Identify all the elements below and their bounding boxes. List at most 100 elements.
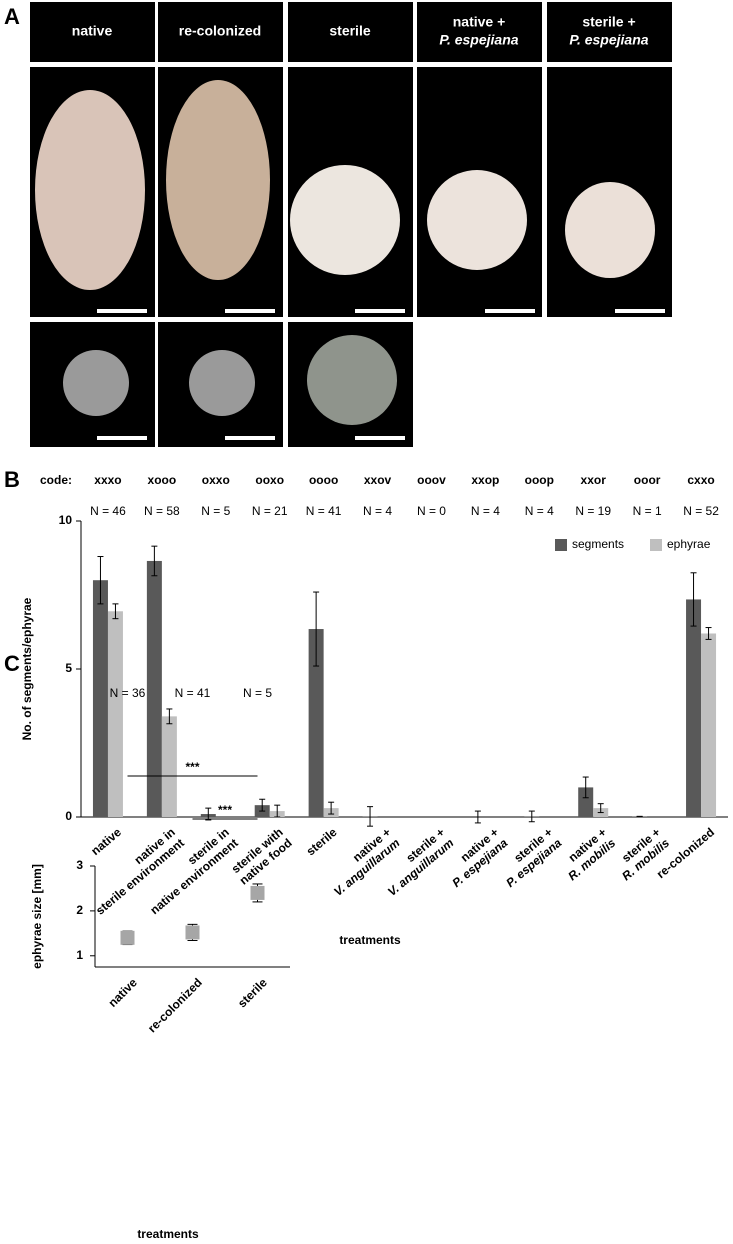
bar — [161, 716, 177, 817]
header-box — [30, 2, 155, 62]
bar — [578, 787, 594, 817]
x-tick-label: sterile — [304, 825, 340, 859]
code: ooor — [634, 473, 661, 487]
photo-panel — [30, 67, 672, 447]
header-box — [158, 2, 283, 62]
x-tick-group: sterile — [235, 975, 270, 1010]
photo — [307, 335, 397, 425]
n-label: N = 41 — [175, 686, 211, 700]
error-bar — [97, 556, 104, 605]
n-label: N = 58 — [144, 504, 180, 518]
y-tick-label: 10 — [59, 513, 73, 527]
significance-label: *** — [218, 803, 232, 817]
n-label: N = 0 — [417, 504, 446, 518]
n-label: N = 5 — [243, 686, 272, 700]
y-tick-label: 3 — [76, 858, 83, 872]
n-label: N = 52 — [683, 504, 719, 518]
y-tick-label: 0 — [65, 809, 72, 823]
legend-label: segments — [572, 537, 624, 551]
bar — [146, 560, 162, 817]
photo — [35, 90, 145, 290]
code: xxov — [364, 473, 392, 487]
n-label: N = 1 — [633, 504, 662, 518]
x-tick-label: native — [105, 975, 140, 1010]
x-tick-group: sterile +P. espejiana — [503, 825, 564, 890]
code: ooop — [525, 473, 554, 487]
header-label: sterile — [329, 23, 370, 39]
error-bar — [690, 572, 697, 627]
error-bar — [166, 708, 173, 725]
n-label: N = 19 — [575, 504, 611, 518]
header-label: native + — [453, 14, 506, 30]
error-bar — [705, 627, 712, 640]
n-label: N = 4 — [471, 504, 500, 518]
x-tick-group: sterile — [304, 825, 340, 859]
code: xxxo — [94, 473, 121, 487]
error-bar — [474, 810, 481, 824]
header-box — [547, 2, 672, 62]
n-label: N = 41 — [306, 504, 342, 518]
code: oooo — [309, 473, 338, 487]
code-label: code: — [40, 473, 72, 487]
error-bar — [151, 545, 158, 577]
x-tick-group: native +P. espejiana — [449, 825, 510, 890]
n-label: N = 36 — [110, 686, 146, 700]
code: xxop — [471, 473, 499, 487]
error-bar — [528, 810, 535, 823]
header-label: P. espejiana — [439, 32, 518, 48]
error-bar — [367, 806, 374, 827]
photo — [189, 350, 255, 416]
legend-swatch — [650, 539, 662, 551]
y-tick-label: 2 — [76, 903, 83, 917]
code: oxxo — [202, 473, 230, 487]
code: xxor — [581, 473, 607, 487]
header-label: sterile + — [582, 14, 635, 30]
error-bar — [313, 591, 320, 667]
error-bar — [328, 801, 335, 815]
n-label: N = 4 — [525, 504, 554, 518]
x-tick-group: re-colonized — [145, 975, 205, 1035]
n-label: N = 5 — [201, 504, 230, 518]
code: ooov — [417, 473, 446, 487]
point — [250, 885, 265, 900]
header-label: re-colonized — [179, 23, 261, 39]
photo — [63, 350, 129, 416]
code: xooo — [148, 473, 177, 487]
x-tick-group: native — [105, 975, 140, 1010]
panel-label: A — [4, 4, 20, 29]
x-tick-label: re-colonized — [145, 975, 205, 1035]
y-axis-title: ephyrae size [mm] — [30, 864, 44, 969]
bar — [686, 599, 702, 817]
header-box — [288, 2, 413, 62]
n-label: N = 4 — [363, 504, 392, 518]
error-bar — [205, 807, 212, 821]
x-axis-title: treatments — [137, 1227, 199, 1241]
error-bar — [274, 804, 281, 818]
x-tick-group: native +R. mobilis — [565, 825, 618, 883]
photo — [565, 182, 655, 278]
photo — [166, 80, 270, 280]
y-axis-title: No. of segments/ephyrae — [20, 597, 34, 740]
error-bar — [112, 603, 119, 620]
panel-label: C — [4, 651, 20, 676]
code: cxxo — [687, 473, 714, 487]
x-tick-group: native — [88, 825, 124, 858]
y-tick-label: 1 — [76, 948, 83, 962]
error-bar — [597, 803, 604, 814]
bar — [92, 580, 108, 817]
panel-label: B — [4, 467, 20, 492]
legend-label: ephyrae — [667, 537, 711, 551]
error-bar — [582, 776, 589, 799]
bar — [107, 611, 123, 817]
x-axis-title: treatments — [339, 933, 401, 947]
n-label: N = 21 — [252, 504, 288, 518]
bar — [701, 633, 717, 817]
x-tick-label: native — [88, 825, 124, 858]
photo — [290, 165, 400, 275]
header-label: native — [72, 23, 113, 39]
scale-bar — [97, 309, 665, 440]
n-label: N = 46 — [90, 504, 126, 518]
x-tick-label: sterile — [235, 975, 270, 1010]
